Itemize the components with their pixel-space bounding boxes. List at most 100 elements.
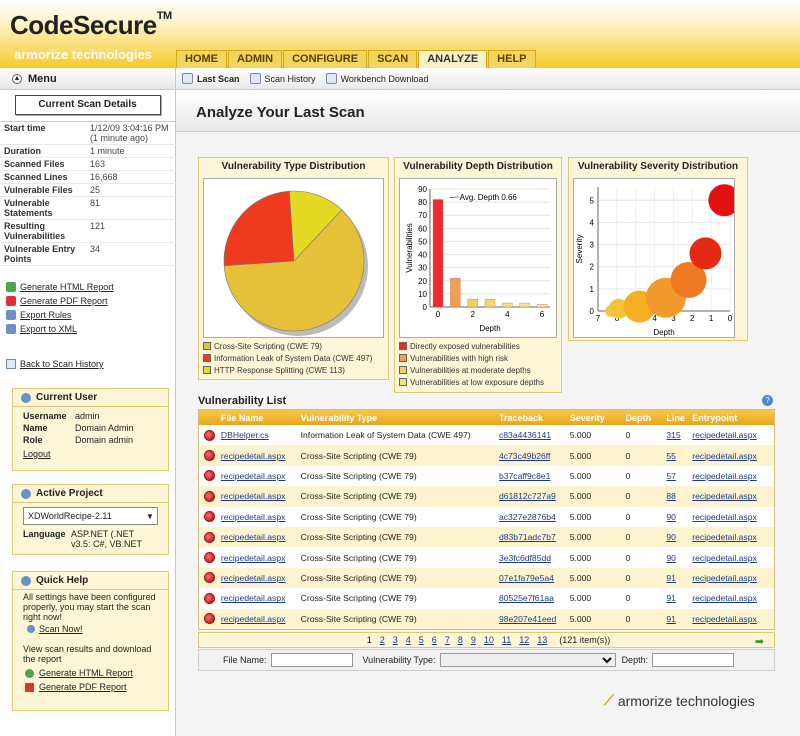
action-generate-pdf-report[interactable]: Generate PDF Report	[6, 296, 114, 306]
cell-line[interactable]: 88	[666, 491, 676, 502]
cell-line[interactable]: 90	[666, 532, 676, 543]
cell-entrypoint[interactable]: recipedetail.aspx	[692, 593, 757, 604]
cell-traceback[interactable]: c83a4436141	[498, 430, 552, 441]
col-file-name[interactable]: File Name	[220, 412, 264, 423]
table-row[interactable]: recipedetail.aspx Cross-Site Scripting (C…	[199, 445, 774, 466]
page-13[interactable]: 13	[537, 635, 548, 645]
tab-analyze[interactable]: ANALYZE	[418, 50, 488, 68]
tab-home[interactable]: HOME	[176, 50, 227, 68]
cell-file-name[interactable]: recipedetail.aspx	[220, 450, 286, 461]
table-row[interactable]: recipedetail.aspx Cross-Site Scripting (C…	[199, 588, 774, 608]
menu-header[interactable]: ▲ Menu	[0, 68, 175, 90]
bubble	[689, 237, 722, 270]
cell-file-name[interactable]: DBHelper.cs	[220, 430, 269, 441]
subtab-last-scan[interactable]: Last Scan	[182, 73, 240, 84]
page-12[interactable]: 12	[519, 635, 530, 645]
action-export-to-xml[interactable]: Export to XML	[6, 324, 114, 334]
current-scan-details-button[interactable]: Current Scan Details	[14, 95, 161, 115]
cell-entrypoint[interactable]: recipedetail.aspx	[692, 511, 757, 522]
generate-html-report-link[interactable]: Generate HTML Report	[39, 668, 133, 678]
col-vulnerability-type[interactable]: Vulnerability Type	[300, 412, 378, 423]
page-11[interactable]: 11	[501, 635, 512, 645]
next-page-icon[interactable]: ➡	[754, 636, 764, 648]
col-severity[interactable]: Severity	[569, 412, 605, 423]
cell-file-name[interactable]: recipedetail.aspx	[220, 470, 286, 481]
cell-traceback[interactable]: 4c73c49b26ff	[498, 450, 551, 461]
page-8[interactable]: 8	[457, 635, 463, 645]
cell-entrypoint[interactable]: recipedetail.aspx	[692, 532, 757, 543]
table-row[interactable]: recipedetail.aspx Cross-Site Scripting (C…	[199, 526, 774, 548]
cell-entrypoint[interactable]: recipedetail.aspx	[692, 470, 757, 481]
cell-line[interactable]: 90	[666, 552, 676, 563]
cell-line[interactable]: 57	[666, 470, 676, 481]
page-7[interactable]: 7	[444, 635, 450, 645]
cell-line[interactable]: 91	[666, 572, 676, 583]
table-row[interactable]: recipedetail.aspx Cross-Site Scripting (C…	[199, 486, 774, 507]
page-2[interactable]: 2	[379, 635, 385, 645]
help-icon[interactable]: ?	[762, 395, 773, 406]
cell-file-name[interactable]: recipedetail.aspx	[220, 491, 286, 502]
cell-traceback[interactable]: 07e1fa79e5a4	[498, 572, 554, 583]
depth-filter[interactable]	[652, 653, 735, 667]
cell-entrypoint[interactable]: recipedetail.aspx	[692, 491, 757, 502]
table-row[interactable]: recipedetail.aspx Cross-Site Scripting (C…	[199, 466, 774, 486]
cell-entrypoint[interactable]: recipedetail.aspx	[692, 552, 757, 563]
back-to-history-link[interactable]: Back to Scan History	[6, 359, 104, 369]
cell-traceback[interactable]: d61812c727a9	[498, 491, 556, 502]
tab-scan[interactable]: SCAN	[368, 50, 418, 68]
cell-traceback[interactable]: ac327e2876b4	[498, 511, 556, 522]
cell-line[interactable]: 91	[666, 613, 676, 624]
project-select[interactable]: XDWorldRecipe-2.11 ▼	[23, 507, 158, 525]
collapse-icon[interactable]: ▲	[12, 73, 22, 84]
action-generate-html-report[interactable]: Generate HTML Report	[6, 282, 114, 292]
y-tick-label: 90	[418, 185, 427, 194]
cell-traceback[interactable]: b37caff9c8e1	[498, 470, 551, 481]
cell-line[interactable]: 91	[666, 593, 676, 604]
col-traceback[interactable]: Traceback	[498, 412, 543, 423]
cell-entrypoint[interactable]: recipedetail.aspx	[692, 572, 757, 583]
page-3[interactable]: 3	[392, 635, 398, 645]
cell-file-name[interactable]: recipedetail.aspx	[220, 593, 286, 604]
col-depth[interactable]: Depth	[625, 412, 652, 423]
col-entrypoint[interactable]: Entrypoint	[692, 412, 738, 423]
page-6[interactable]: 6	[431, 635, 437, 645]
cell-traceback[interactable]: 3e3fc6df85dd	[498, 552, 552, 563]
table-row[interactable]: recipedetail.aspx Cross-Site Scripting (C…	[199, 547, 774, 567]
generate-pdf-report-link[interactable]: Generate PDF Report	[39, 682, 127, 692]
page-10[interactable]: 10	[483, 635, 494, 645]
cell-entrypoint[interactable]: recipedetail.aspx	[692, 430, 757, 441]
cell-line[interactable]: 90	[666, 511, 676, 522]
cell-traceback[interactable]: 98e207e41eed	[498, 613, 557, 624]
cell-file-name[interactable]: recipedetail.aspx	[220, 511, 286, 522]
cell-line[interactable]: 315	[666, 430, 681, 441]
page-1[interactable]: 1	[366, 635, 372, 645]
cell-traceback[interactable]: 80525e7f61aa	[498, 593, 554, 604]
tab-help[interactable]: HELP	[488, 50, 536, 68]
cell-file-name[interactable]: recipedetail.aspx	[220, 572, 286, 583]
vulnerability-type-filter[interactable]	[439, 653, 616, 667]
tab-configure[interactable]: CONFIGURE	[283, 50, 368, 68]
cell-file-name[interactable]: recipedetail.aspx	[220, 552, 286, 563]
tab-admin[interactable]: ADMIN	[228, 50, 283, 68]
page-5[interactable]: 5	[418, 635, 424, 645]
subtab-workbench-download[interactable]: Workbench Download	[325, 73, 428, 84]
table-row[interactable]: DBHelper.cs Information Leak of System Da…	[199, 425, 774, 445]
table-row[interactable]: recipedetail.aspx Cross-Site Scripting (C…	[199, 567, 774, 589]
logout-link[interactable]: Logout	[23, 449, 51, 459]
table-row[interactable]: recipedetail.aspx Cross-Site Scripting (C…	[199, 507, 774, 527]
cell-entrypoint[interactable]: recipedetail.aspx	[692, 613, 757, 624]
table-row[interactable]: recipedetail.aspx Cross-Site Scripting (C…	[199, 608, 774, 629]
page-4[interactable]: 4	[405, 635, 411, 645]
cell-line[interactable]: 55	[666, 450, 676, 461]
action-export-rules[interactable]: Export Rules	[6, 310, 114, 320]
subtab-scan-history[interactable]: Scan History	[249, 73, 316, 84]
cell-entrypoint[interactable]: recipedetail.aspx	[692, 450, 757, 461]
file-name-filter[interactable]	[270, 653, 353, 667]
col-line[interactable]: Line	[666, 412, 685, 423]
page-9[interactable]: 9	[470, 635, 476, 645]
cell-file-name[interactable]: recipedetail.aspx	[220, 532, 286, 543]
cell-traceback[interactable]: d83b71adc7b7	[498, 532, 556, 543]
scan-now-link[interactable]: Scan Now!	[39, 624, 83, 634]
y-tick-label: 10	[418, 290, 427, 299]
cell-file-name[interactable]: recipedetail.aspx	[220, 613, 286, 624]
